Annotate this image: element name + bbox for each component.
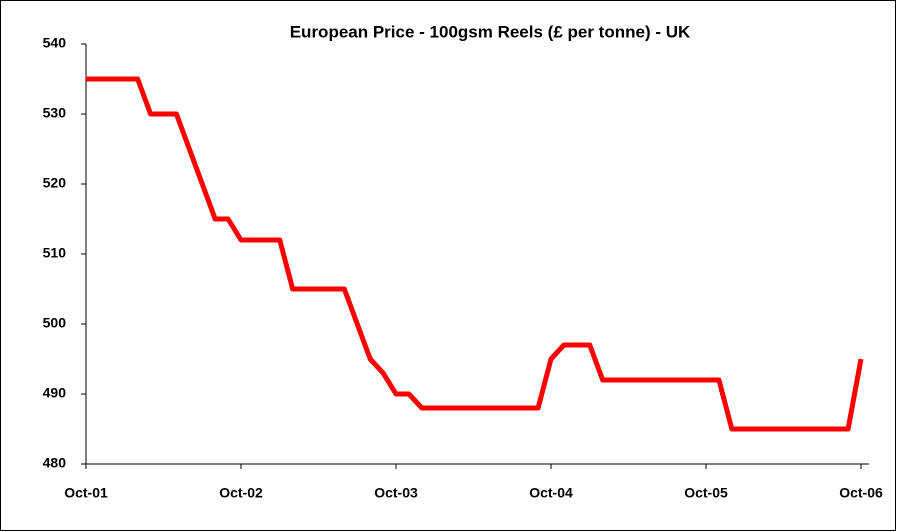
y-tick-label: 540 bbox=[43, 35, 67, 51]
x-tick-label: Oct-05 bbox=[684, 485, 728, 501]
y-tick-label: 510 bbox=[43, 245, 67, 261]
y-tick-label: 500 bbox=[43, 315, 67, 331]
x-tick-label: Oct-01 bbox=[64, 485, 108, 501]
x-tick-label: Oct-04 bbox=[529, 485, 573, 501]
y-tick-label: 520 bbox=[43, 175, 67, 191]
x-tick-label: Oct-06 bbox=[839, 485, 883, 501]
x-tick-label: Oct-02 bbox=[219, 485, 263, 501]
line-series bbox=[86, 76, 864, 432]
y-tick-label: 490 bbox=[43, 385, 67, 401]
x-tick-label: Oct-03 bbox=[374, 485, 418, 501]
y-tick-label: 480 bbox=[43, 455, 67, 471]
chart-title: European Price - 100gsm Reels (£ per ton… bbox=[290, 22, 691, 41]
y-tick-label: 530 bbox=[43, 105, 67, 121]
